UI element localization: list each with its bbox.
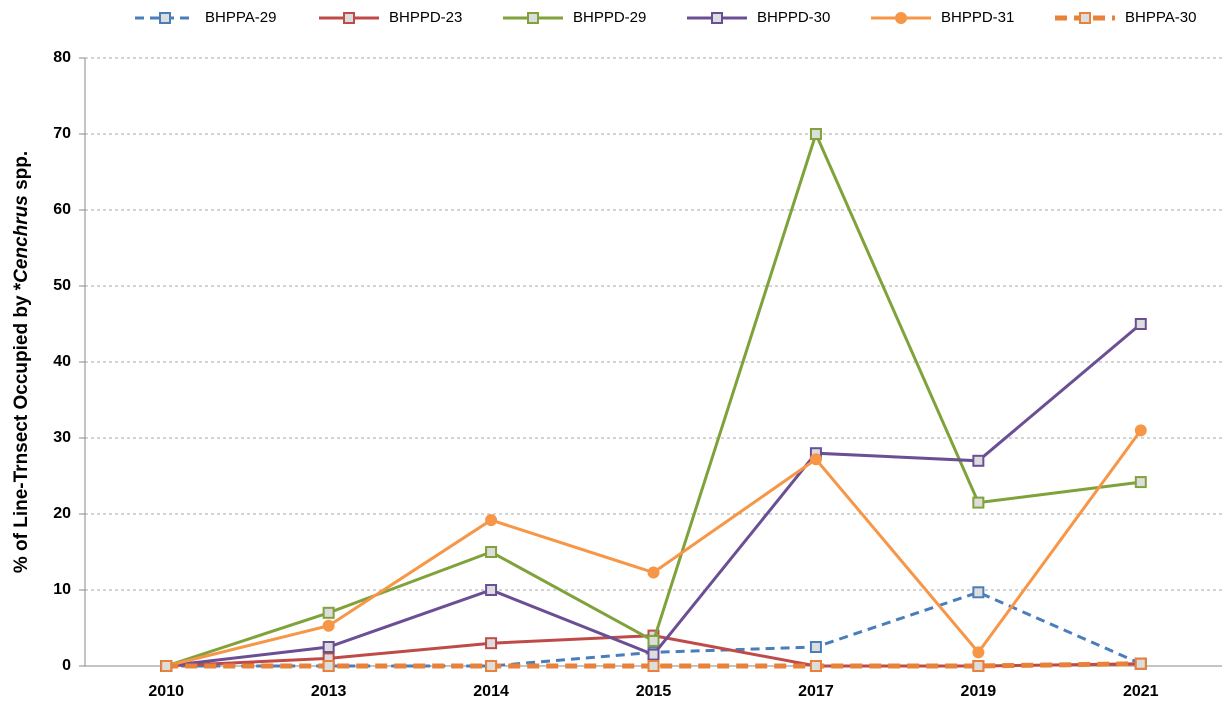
y-label-part: spp. [11, 151, 32, 195]
x-tick-label: 2010 [148, 683, 184, 700]
data-point [809, 641, 822, 653]
y-tick-label: 0 [62, 657, 71, 674]
data-point [647, 660, 660, 672]
x-tick-label: 2014 [473, 683, 509, 700]
legend-marker [159, 12, 171, 24]
data-point [809, 453, 822, 466]
legend-marker [895, 12, 907, 24]
data-point [485, 660, 498, 672]
series-line [165, 129, 1141, 668]
x-tick-label: 2017 [798, 683, 834, 700]
data-point [809, 128, 822, 140]
data-point [322, 641, 335, 653]
data-point [485, 514, 498, 527]
data-point [647, 648, 660, 661]
legend-label: BHPPA-29 [205, 9, 276, 26]
data-point [1134, 424, 1147, 437]
x-tick-label: 2015 [636, 683, 672, 700]
y-tick-label: 50 [53, 277, 71, 294]
legend-marker [711, 12, 723, 24]
data-point [1134, 657, 1147, 670]
y-tick-label: 20 [53, 505, 71, 522]
data-point [485, 546, 498, 558]
data-point [485, 584, 498, 596]
legend-label: BHPPA-30 [1125, 9, 1196, 26]
y-label-part: % of Line-Trnsect Occupied by * [11, 282, 32, 573]
legend-label: BHPPD-30 [757, 9, 830, 26]
data-point [647, 566, 660, 579]
data-point [972, 496, 985, 509]
legend-marker [1079, 12, 1091, 24]
data-point [160, 660, 173, 672]
data-point [972, 646, 985, 659]
x-tick-label: 2021 [1123, 683, 1159, 700]
data-point [972, 454, 985, 467]
legend-label: BHPPD-29 [573, 9, 646, 26]
y-tick-label: 80 [53, 49, 71, 66]
data-point [647, 634, 660, 647]
y-tick-label: 60 [53, 201, 71, 218]
y-tick-label: 70 [53, 125, 71, 142]
data-point [1134, 318, 1147, 330]
data-point [972, 586, 985, 599]
data-point [485, 637, 498, 650]
y-tick-label: 10 [53, 581, 71, 598]
data-point [322, 619, 335, 632]
data-point [322, 660, 335, 672]
data-point [322, 606, 335, 619]
x-tick-label: 2013 [311, 683, 347, 700]
y-tick-label: 40 [53, 353, 71, 370]
series-line [166, 322, 1142, 668]
y-tick-label: 30 [53, 429, 71, 446]
legend-marker [343, 12, 355, 24]
legend-label: BHPPD-23 [389, 9, 462, 26]
legend-marker [527, 12, 539, 24]
legend-label: BHPPD-31 [941, 9, 1014, 26]
data-point [972, 660, 985, 672]
data-point [1134, 476, 1147, 489]
y-label-part: Cenchrus [11, 195, 32, 283]
data-point [809, 660, 822, 672]
x-tick-label: 2019 [961, 683, 997, 700]
y-axis-label: % of Line-Trnsect Occupied by *Cenchrus … [11, 151, 32, 573]
